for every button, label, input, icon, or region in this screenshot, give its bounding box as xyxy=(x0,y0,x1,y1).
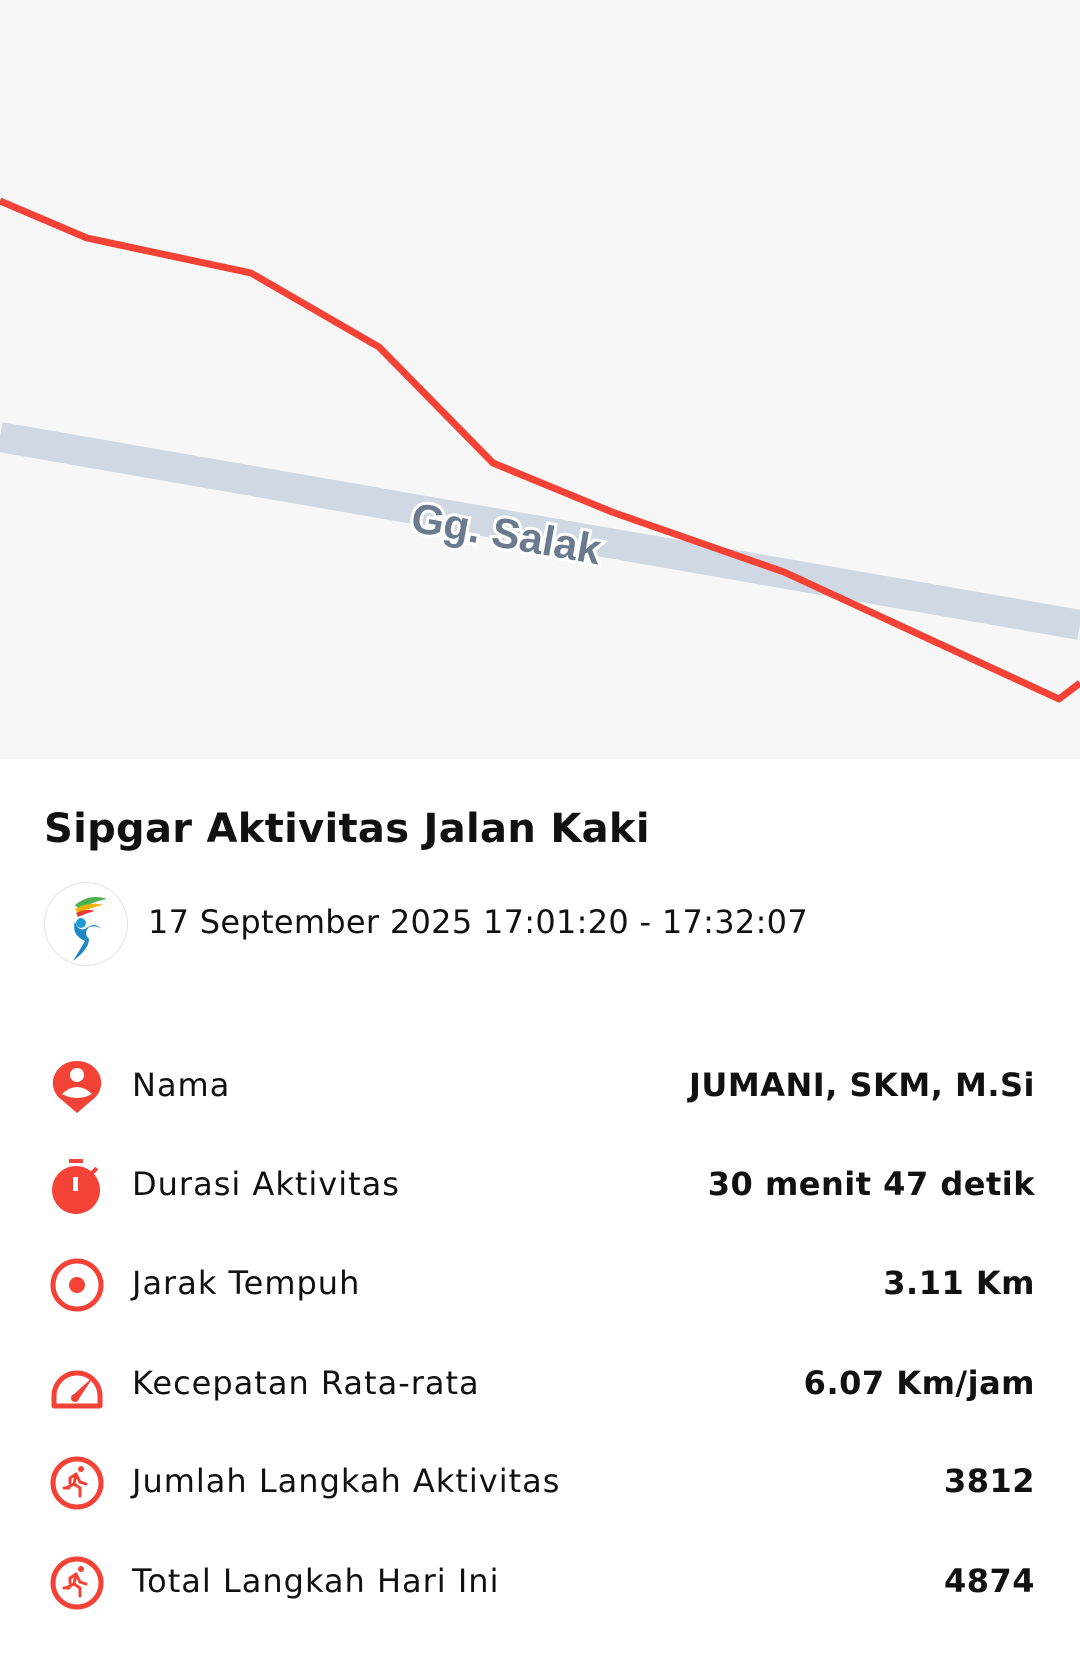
walking-route xyxy=(0,197,1080,703)
route-map[interactable]: Gg. Salak xyxy=(0,0,1080,759)
sipgar-logo xyxy=(44,882,128,966)
stat-label: Kecepatan Rata-rata xyxy=(132,1364,480,1402)
stat-value: 6.07 Km/jam xyxy=(803,1364,1035,1402)
stat-label: Jumlah Langkah Aktivitas xyxy=(132,1462,561,1500)
activity-title: Sipgar Aktivitas Jalan Kaki xyxy=(44,806,650,852)
stat-value: JUMANI, SKM, M.Si xyxy=(689,1066,1035,1104)
stat-label: Durasi Aktivitas xyxy=(132,1165,400,1203)
stat-row-kecepatan-rata-rata: Kecepatan Rata-rata 6.07 Km/jam xyxy=(0,1344,1080,1424)
road-gg-salak xyxy=(0,422,1080,640)
map-canvas: Gg. Salak xyxy=(0,197,1080,703)
stat-row-durasi-aktivitas: Durasi Aktivitas 30 menit 47 detik xyxy=(0,1145,1080,1225)
street-label: Gg. Salak xyxy=(408,494,605,574)
stat-value: 3.11 Km xyxy=(883,1264,1035,1302)
person-pin-icon xyxy=(48,1058,106,1116)
walking-circle-icon xyxy=(48,1454,106,1512)
stat-value: 30 menit 47 detik xyxy=(707,1165,1035,1203)
stat-row-jumlah-langkah-aktivitas: Jumlah Langkah Aktivitas 3812 xyxy=(0,1442,1080,1522)
stat-row-nama: Nama JUMANI, SKM, M.Si xyxy=(0,1046,1080,1126)
walking-circle-icon xyxy=(48,1554,106,1612)
stat-value: 4874 xyxy=(943,1562,1035,1600)
stat-label: Nama xyxy=(132,1066,231,1104)
stat-label: Total Langkah Hari Ini xyxy=(132,1562,500,1600)
stopwatch-icon xyxy=(48,1157,106,1215)
stat-row-jarak-tempuh: Jarak Tempuh 3.11 Km xyxy=(0,1244,1080,1324)
activity-date-range: 17 September 2025 17:01:20 - 17:32:07 xyxy=(148,903,808,941)
stat-value: 3812 xyxy=(943,1462,1035,1500)
stat-label: Jarak Tempuh xyxy=(132,1264,361,1302)
target-icon xyxy=(48,1256,106,1314)
stat-row-total-langkah-hari-ini: Total Langkah Hari Ini 4874 xyxy=(0,1542,1080,1622)
speedometer-icon xyxy=(48,1356,106,1414)
